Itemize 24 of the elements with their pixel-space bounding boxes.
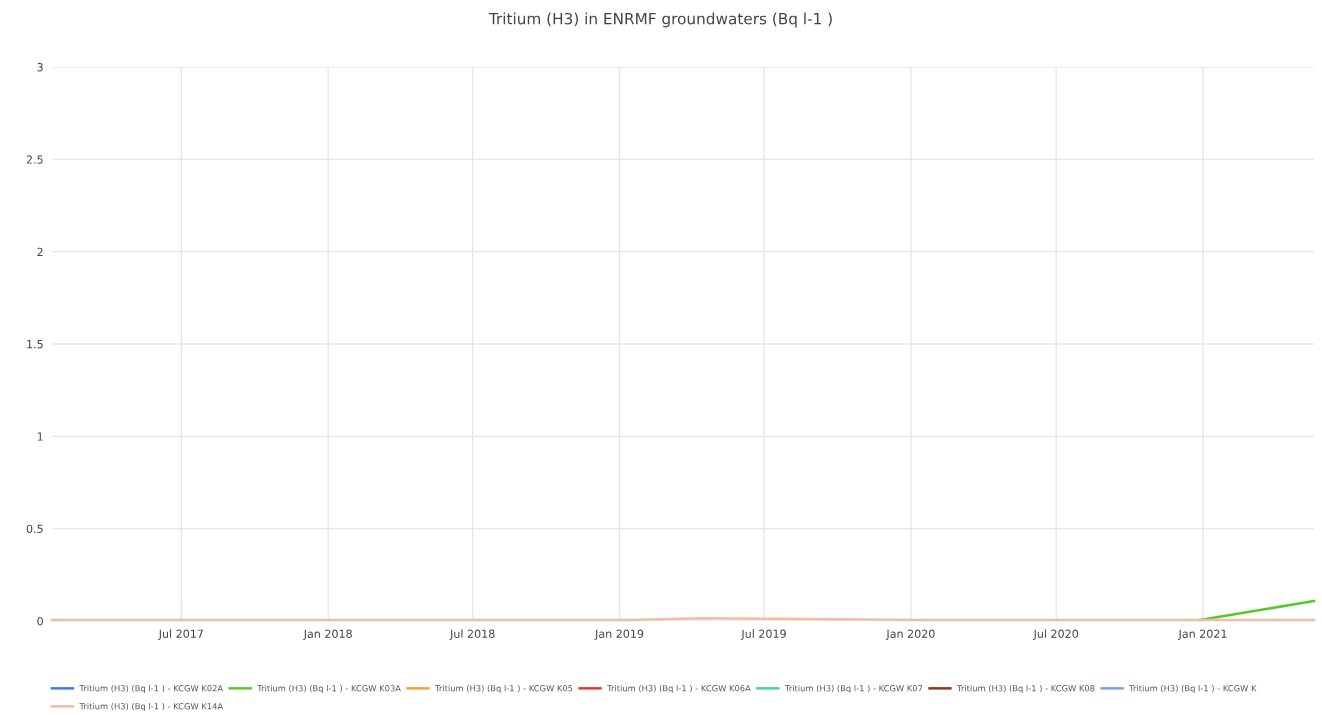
legend-label: Tritium (H3) (Bq l-1 ) - KCGW K02A [79, 684, 224, 693]
legend-label: Tritium (H3) (Bq l-1 ) - KCGW K07 [784, 684, 923, 693]
x-tick-label: Jan 2018 [303, 629, 352, 640]
chart-title: Tritium (H3) in ENRMF groundwaters (Bq l-1 ) [488, 12, 832, 28]
y-tick-label: 1.5 [27, 340, 43, 349]
legend-label: Tritium (H3) (Bq l-1 ) - KCGW K14A [79, 702, 224, 711]
y-tick-label: 0.5 [26, 524, 43, 534]
x-tick-label: Jan 2020 [885, 629, 935, 640]
x-tick-label: Jan 2019 [594, 629, 644, 640]
legend-label: Tritium (H3) (Bq l-1 ) - KCGW K06A [607, 684, 751, 693]
x-tick-label: Jul 2017 [158, 629, 203, 640]
legend-label: Tritium (H3) (Bq l-1 ) - KCGW K [1129, 684, 1257, 693]
y-tick-label: 2.5 [26, 155, 43, 164]
y-tick-label: 3 [37, 62, 43, 72]
legend-label: Tritium (H3) (Bq l-1 ) - KCGW K08 [957, 684, 1095, 693]
x-tick-label: Jul 2020 [1032, 629, 1079, 640]
x-tick-label: Jul 2019 [740, 629, 786, 640]
y-tick-label: 2 [37, 247, 43, 256]
legend-label: Tritium (H3) (Bq l-1 ) - KCGW K05 [435, 684, 573, 693]
legend-label: Tritium (H3) (Bq l-1 ) - KCGW K03A [257, 684, 401, 693]
x-tick-label: Jan 2021 [1178, 629, 1227, 640]
x-tick-label: Jul 2018 [449, 629, 495, 640]
y-tick-label: 1 [37, 432, 43, 441]
y-tick-label: 0 [37, 616, 43, 626]
